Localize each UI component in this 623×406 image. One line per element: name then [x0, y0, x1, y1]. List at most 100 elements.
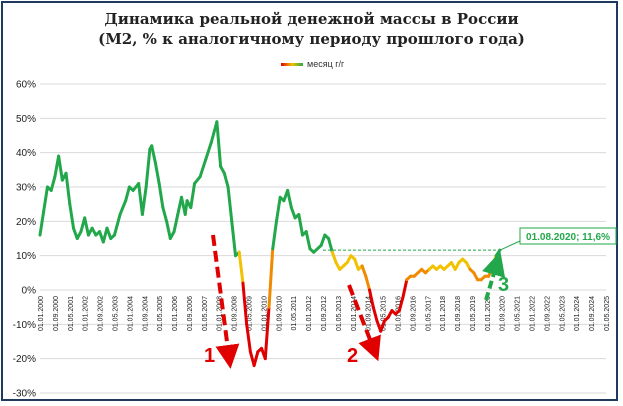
y-tick-label: 20% [16, 217, 36, 228]
series-segment [397, 295, 405, 313]
recovery-arrow-3 [482, 251, 506, 301]
series-segment [124, 185, 131, 203]
x-tick-label: 01.01.2020 [485, 296, 492, 331]
series-segment [165, 219, 172, 240]
x-tick-label: 01.01.2000 [38, 296, 45, 331]
y-tick-label: 40% [16, 148, 36, 159]
x-tick-label: 01.05.2019 [470, 296, 477, 331]
series-segment [118, 199, 128, 216]
callout-leader [499, 240, 521, 251]
x-tick-label: 01.09.2018 [455, 296, 462, 331]
series-segment [237, 250, 245, 285]
x-tick-label: 01.01.2022 [530, 296, 537, 331]
series-segment [368, 288, 375, 309]
series-segment [57, 154, 64, 182]
callout-box [519, 227, 617, 245]
x-tick-label: 01.01.2016 [395, 296, 402, 331]
legend-swatch [281, 62, 303, 66]
series-segment [83, 216, 90, 237]
x-tick-label: 01.01.2006 [172, 296, 179, 331]
x-tick-label: 01.09.2002 [98, 296, 105, 331]
x-tick-label: 01.05.2011 [291, 296, 298, 331]
x-tick-label: 01.05.2003 [112, 296, 119, 331]
series-segment [161, 206, 169, 223]
x-tick-label: 01.01.2024 [574, 296, 581, 331]
series-segment [64, 171, 72, 206]
series-segment [172, 212, 180, 234]
x-tick-label: 01.01.2014 [351, 296, 358, 331]
x-tick-label: 01.05.2021 [515, 296, 522, 331]
x-tick-label: 01.09.2016 [410, 296, 417, 331]
series-segment [304, 230, 312, 251]
series-segment [267, 247, 275, 309]
series-segment [379, 319, 386, 333]
series-segment [297, 212, 305, 237]
y-tick-label: 60% [16, 80, 36, 91]
series-segment [494, 248, 502, 258]
series-segment [189, 182, 197, 210]
series-segment [150, 144, 157, 165]
series-segment [263, 305, 271, 361]
x-tick-label: 01.01.2012 [306, 296, 313, 331]
crisis-arrow-1 [211, 234, 240, 369]
series-segment [222, 171, 230, 189]
series-segment [105, 226, 113, 240]
series-segment [42, 185, 49, 213]
y-tick-label: -20% [13, 354, 36, 365]
x-tick-label: 01.01.2010 [261, 296, 268, 331]
series-segment [157, 182, 165, 210]
x-tick-label: 01.09.2024 [589, 296, 596, 331]
annotation-3: 3 [498, 274, 509, 296]
series-segment [49, 175, 57, 192]
series-segment [204, 140, 213, 162]
series-segment [289, 206, 297, 220]
x-tick-label: 01.05.2023 [559, 296, 566, 331]
x-tick-label: 01.09.2008 [232, 296, 239, 331]
series-segment [274, 195, 282, 223]
series-segment [226, 185, 234, 223]
x-tick-label: 01.09.2004 [142, 296, 149, 331]
series-segment [319, 233, 327, 247]
chart-title: Динамика реальной денежной массы в Росси… [104, 10, 519, 28]
x-tick-label: 01.05.2009 [247, 296, 254, 331]
x-tick-label: 01.09.2006 [187, 296, 194, 331]
x-tick-label: 01.01.2018 [440, 296, 447, 331]
legend-label: месяц г/г [307, 59, 345, 69]
callout-label: 01.08.2020; 11,6% [526, 232, 610, 243]
chart-frame: Динамика реальной денежной массы в Росси… [1, 1, 618, 401]
x-tick-label: 01.09.2012 [321, 296, 328, 331]
series-segment [401, 278, 409, 299]
chart-subtitle: (М2, % к аналогичному периоду прошлого г… [98, 30, 525, 48]
series-segment [371, 305, 379, 323]
series-segment [140, 185, 148, 216]
series-segment [215, 120, 223, 168]
series-segment [364, 274, 372, 292]
series-segment [198, 158, 208, 179]
series-segment [271, 219, 278, 251]
x-tick-label: 01.09.2014 [366, 296, 373, 331]
series-segment [252, 350, 260, 368]
annotation-1: 1 [204, 345, 215, 367]
x-tick-label: 01.09.2010 [276, 296, 283, 331]
x-tick-label: 01.01.2008 [217, 296, 224, 331]
x-tick-label: 01.01.2004 [127, 296, 134, 331]
x-tick-label: 01.05.2015 [381, 296, 388, 331]
series-segment [230, 219, 237, 258]
x-tick-label: 01.05.2005 [157, 296, 164, 331]
y-tick-label: 0% [22, 286, 37, 297]
y-tick-label: 10% [16, 251, 36, 262]
legend: месяц г/г [281, 59, 344, 69]
x-tick-label: 01.05.2017 [425, 296, 432, 331]
annotation-2: 2 [347, 345, 358, 367]
x-tick-label: 01.05.2013 [336, 296, 343, 331]
y-tick-label: -30% [13, 389, 36, 400]
series-segment [245, 322, 252, 354]
x-tick-label: 01.09.2000 [53, 296, 60, 331]
series-segment [38, 209, 46, 237]
x-tick-label: 01.05.2025 [604, 296, 611, 331]
y-tick-label: -10% [13, 320, 36, 331]
x-tick-label: 01.05.2001 [68, 296, 75, 331]
series-segment [153, 161, 161, 186]
y-tick-label: 50% [16, 114, 36, 125]
